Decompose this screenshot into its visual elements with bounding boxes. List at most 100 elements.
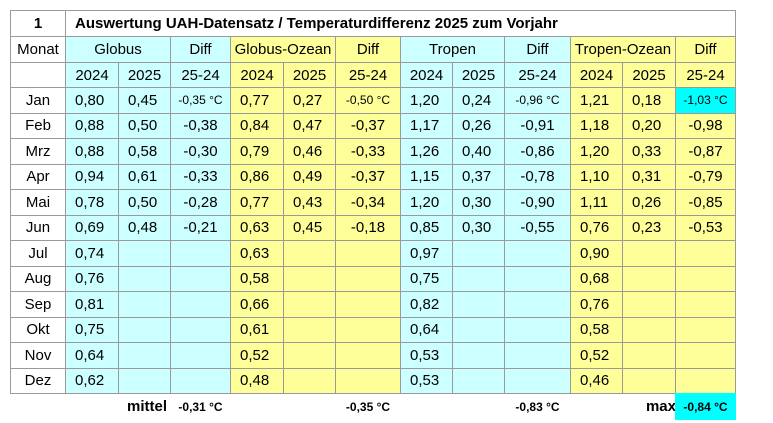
value-cell [283,265,336,292]
group-diff: Diff [335,36,401,63]
col-header: 2024 [230,62,284,88]
value-cell [118,291,171,318]
value-cell: 0,37 [452,163,505,190]
value-cell: 0,84 [230,112,284,139]
value-cell: 0,85 [400,214,453,241]
diff-cell: -0,18 [335,214,401,241]
value-cell [118,342,171,369]
value-cell: 0,27 [283,87,336,114]
value-cell: 0,49 [283,163,336,190]
value-cell: 0,24 [452,87,505,114]
col-header: 25-24 [335,62,401,88]
value-cell: 0,76 [65,265,119,292]
diff-cell [504,367,571,394]
value-cell: 0,80 [65,87,119,114]
group-name: Tropen [400,36,505,63]
col-header: 2025 [283,62,336,88]
value-cell: 0,58 [118,138,171,165]
value-cell: 0,66 [230,291,284,318]
diff-cell: -0,55 [504,214,571,241]
diff-cell [335,316,401,343]
value-cell: 0,76 [570,291,623,318]
diff-cell: -0,78 [504,163,571,190]
month: Jun [10,214,66,241]
value-cell [283,342,336,369]
value-cell: 0,64 [65,342,119,369]
value-cell: 1,26 [400,138,453,165]
diff-cell: -0,96 °C [504,87,571,114]
diff-cell [170,265,231,292]
col-header: 2024 [65,62,119,88]
value-cell: 0,63 [230,240,284,267]
value-cell [118,265,171,292]
diff-cell [335,240,401,267]
diff-cell [675,367,736,394]
diff-cell [675,316,736,343]
value-cell: 0,48 [118,214,171,241]
diff-cell [504,240,571,267]
value-cell: 0,97 [400,240,453,267]
value-cell: 0,77 [230,189,284,216]
diff-cell: -0,37 [335,112,401,139]
diff-cell: -0,79 [675,163,736,190]
mean-value: -0,31 °C [178,399,223,414]
diff-cell [335,367,401,394]
diff-cell [335,342,401,369]
value-cell: 0,61 [118,163,171,190]
month: Mrz [10,138,66,165]
value-cell: 1,20 [400,87,453,114]
value-cell: 0,69 [65,214,119,241]
value-cell: 0,64 [400,316,453,343]
col-header: 2024 [400,62,453,88]
diff-cell [335,291,401,318]
diff-cell [335,265,401,292]
value-cell: 1,17 [400,112,453,139]
group-name: Globus-Ozean [230,36,336,63]
value-cell [622,265,676,292]
value-cell [283,367,336,394]
group-name: Tropen-Ozean [570,36,676,63]
value-cell: 1,18 [570,112,623,139]
diff-cell: -0,53 [675,214,736,241]
value-cell: 0,40 [452,138,505,165]
col-header: 25-24 [170,62,231,88]
value-cell [622,342,676,369]
value-cell: 0,46 [283,138,336,165]
value-cell: 0,45 [118,87,171,114]
mean-label: mittel [126,398,167,415]
diff-cell [504,316,571,343]
value-cell: 0,77 [230,87,284,114]
value-cell: 0,31 [622,163,676,190]
value-cell: 0,68 [570,265,623,292]
value-cell: 0,76 [570,214,623,241]
value-cell: 0,88 [65,112,119,139]
max-value: -0,84 °C [675,393,736,420]
col-header: 2025 [622,62,676,88]
value-cell: 0,52 [230,342,284,369]
value-cell: 0,82 [400,291,453,318]
value-cell: 0,53 [400,367,453,394]
value-cell: 0,61 [230,316,284,343]
value-cell: 0,46 [570,367,623,394]
diff-cell: -0,34 [335,189,401,216]
value-cell: 0,79 [230,138,284,165]
value-cell: 0,30 [452,189,505,216]
value-cell: 0,45 [283,214,336,241]
diff-cell [170,240,231,267]
month-header: Monat [10,36,66,63]
value-cell [283,316,336,343]
value-cell: 0,50 [118,189,171,216]
title: Auswertung UAH-Datensatz / Temperaturdif… [65,10,736,37]
title-number: 1 [10,10,66,37]
value-cell [452,342,505,369]
col-header: 2024 [570,62,623,88]
value-cell: 0,74 [65,240,119,267]
value-cell: 0,88 [65,138,119,165]
month: Mai [10,189,66,216]
group-diff: Diff [170,36,231,63]
month: Jul [10,240,66,267]
value-cell [622,367,676,394]
diff-cell [170,291,231,318]
value-cell: 0,30 [452,214,505,241]
month: Sep [10,291,66,318]
